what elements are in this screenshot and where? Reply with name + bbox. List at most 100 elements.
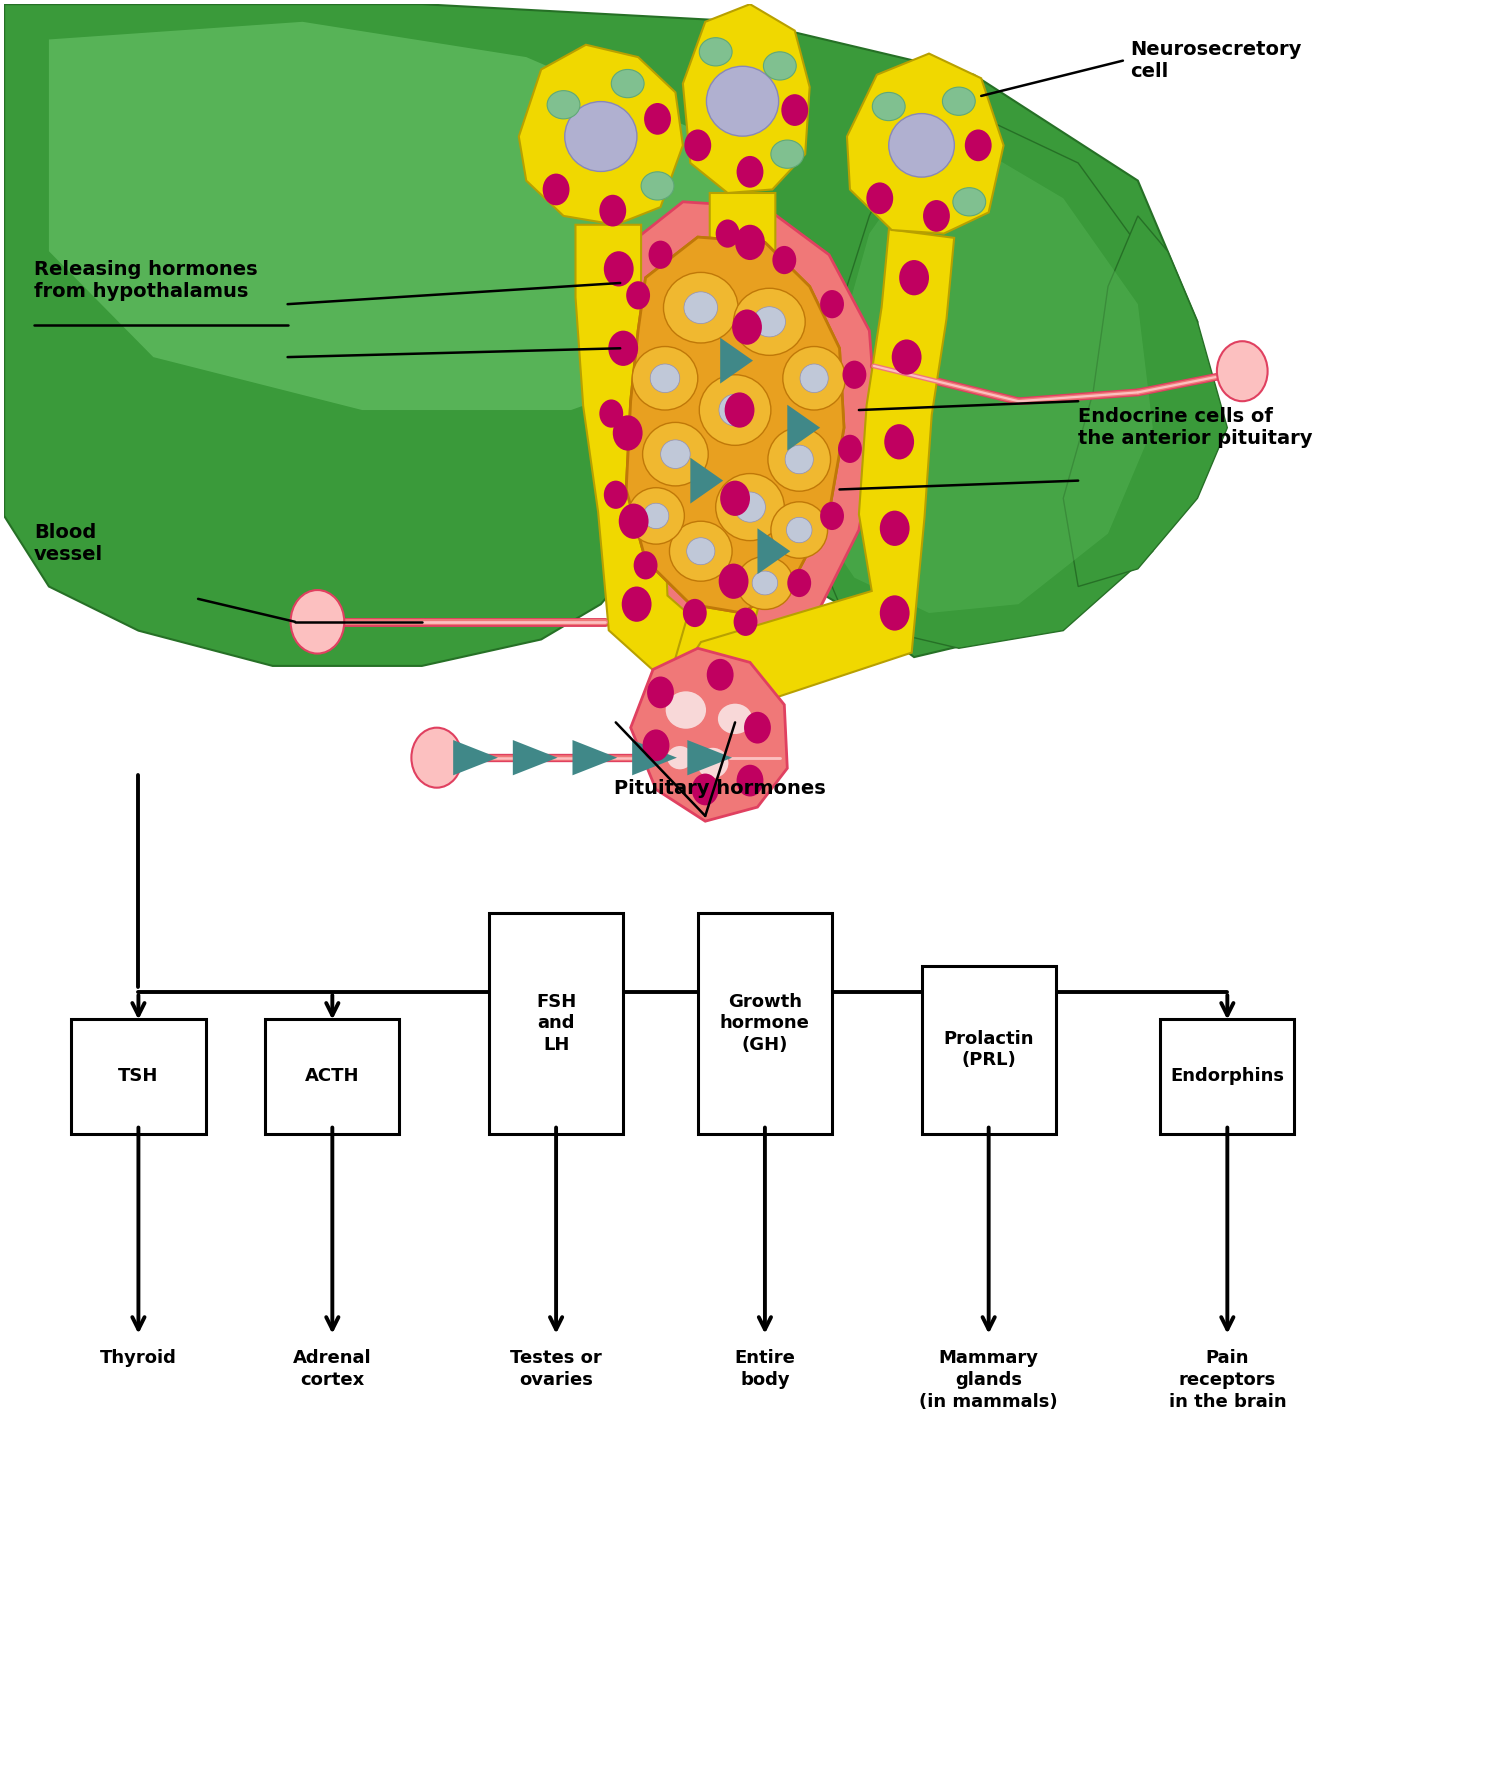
Ellipse shape [706,66,778,137]
Polygon shape [690,457,723,504]
Ellipse shape [291,590,345,654]
Circle shape [718,564,748,599]
Text: Pain
receptors
in the brain: Pain receptors in the brain [1168,1349,1286,1411]
Ellipse shape [687,537,716,566]
Circle shape [782,94,808,126]
Circle shape [867,183,892,215]
Text: Adrenal
cortex: Adrenal cortex [292,1349,372,1388]
Circle shape [682,599,706,628]
Polygon shape [573,739,616,775]
Circle shape [543,174,570,206]
Ellipse shape [669,521,732,582]
Circle shape [843,360,867,388]
Polygon shape [632,739,676,775]
Circle shape [604,252,633,287]
Polygon shape [626,238,844,613]
Text: Prolactin
(PRL): Prolactin (PRL) [944,1030,1034,1069]
Text: TSH: TSH [118,1067,159,1085]
Circle shape [648,241,672,269]
Circle shape [618,504,648,539]
Polygon shape [687,739,732,775]
FancyBboxPatch shape [72,1019,206,1133]
Polygon shape [825,128,1152,613]
Circle shape [644,103,670,135]
Polygon shape [513,739,558,775]
Circle shape [642,729,669,761]
Ellipse shape [718,394,752,426]
FancyBboxPatch shape [698,913,832,1133]
Circle shape [609,330,638,365]
Circle shape [692,773,718,805]
Circle shape [732,310,762,344]
Polygon shape [758,528,790,574]
Circle shape [880,596,909,631]
Ellipse shape [612,69,644,98]
Text: Blood
vessel: Blood vessel [34,523,104,564]
Polygon shape [630,649,788,821]
Polygon shape [669,229,954,729]
Ellipse shape [888,113,954,177]
Text: ACTH: ACTH [304,1067,360,1085]
Circle shape [839,434,862,463]
Ellipse shape [666,745,693,769]
Ellipse shape [716,473,784,541]
Polygon shape [788,404,820,450]
Ellipse shape [564,101,638,172]
Polygon shape [453,739,498,775]
Ellipse shape [696,746,729,778]
Ellipse shape [771,502,828,558]
Ellipse shape [753,307,786,337]
Polygon shape [626,238,844,613]
Ellipse shape [664,691,706,729]
Ellipse shape [734,289,806,355]
Circle shape [788,569,812,598]
Ellipse shape [640,172,674,200]
Polygon shape [780,92,1197,649]
Circle shape [720,480,750,516]
Ellipse shape [873,92,904,121]
Circle shape [964,129,992,161]
Text: Releasing hormones
from hypothalamus: Releasing hormones from hypothalamus [34,259,258,301]
Polygon shape [576,225,726,725]
Ellipse shape [735,493,765,523]
Polygon shape [602,202,877,649]
Text: Testes or
ovaries: Testes or ovaries [510,1349,602,1388]
Ellipse shape [548,90,580,119]
Circle shape [646,677,674,707]
Circle shape [604,480,627,509]
Ellipse shape [699,37,732,66]
Circle shape [735,225,765,261]
Circle shape [724,392,754,427]
Polygon shape [720,337,753,383]
Circle shape [821,291,844,319]
Text: Endorphins: Endorphins [1170,1067,1284,1085]
Circle shape [684,129,711,161]
Ellipse shape [1216,340,1267,401]
Circle shape [880,511,909,546]
Text: Endocrine cells of
the anterior pituitary: Endocrine cells of the anterior pituitar… [1078,408,1312,449]
Circle shape [922,200,950,232]
Text: Growth
hormone
(GH): Growth hormone (GH) [720,993,810,1053]
Ellipse shape [784,445,813,473]
Polygon shape [1064,216,1227,587]
Ellipse shape [684,293,717,323]
Circle shape [736,156,764,188]
Polygon shape [4,4,1197,667]
Polygon shape [50,21,780,410]
Polygon shape [662,193,776,727]
Circle shape [600,399,622,427]
Ellipse shape [764,51,796,80]
Ellipse shape [783,346,846,410]
Polygon shape [682,4,810,193]
Ellipse shape [650,363,680,392]
Ellipse shape [642,422,708,486]
Ellipse shape [768,427,831,491]
Circle shape [772,246,796,275]
Circle shape [884,424,914,459]
Circle shape [744,711,771,743]
Text: Thyroid: Thyroid [100,1349,177,1367]
Polygon shape [519,44,682,225]
Text: Entire
body: Entire body [735,1349,795,1388]
Circle shape [600,195,625,227]
Ellipse shape [644,504,669,528]
